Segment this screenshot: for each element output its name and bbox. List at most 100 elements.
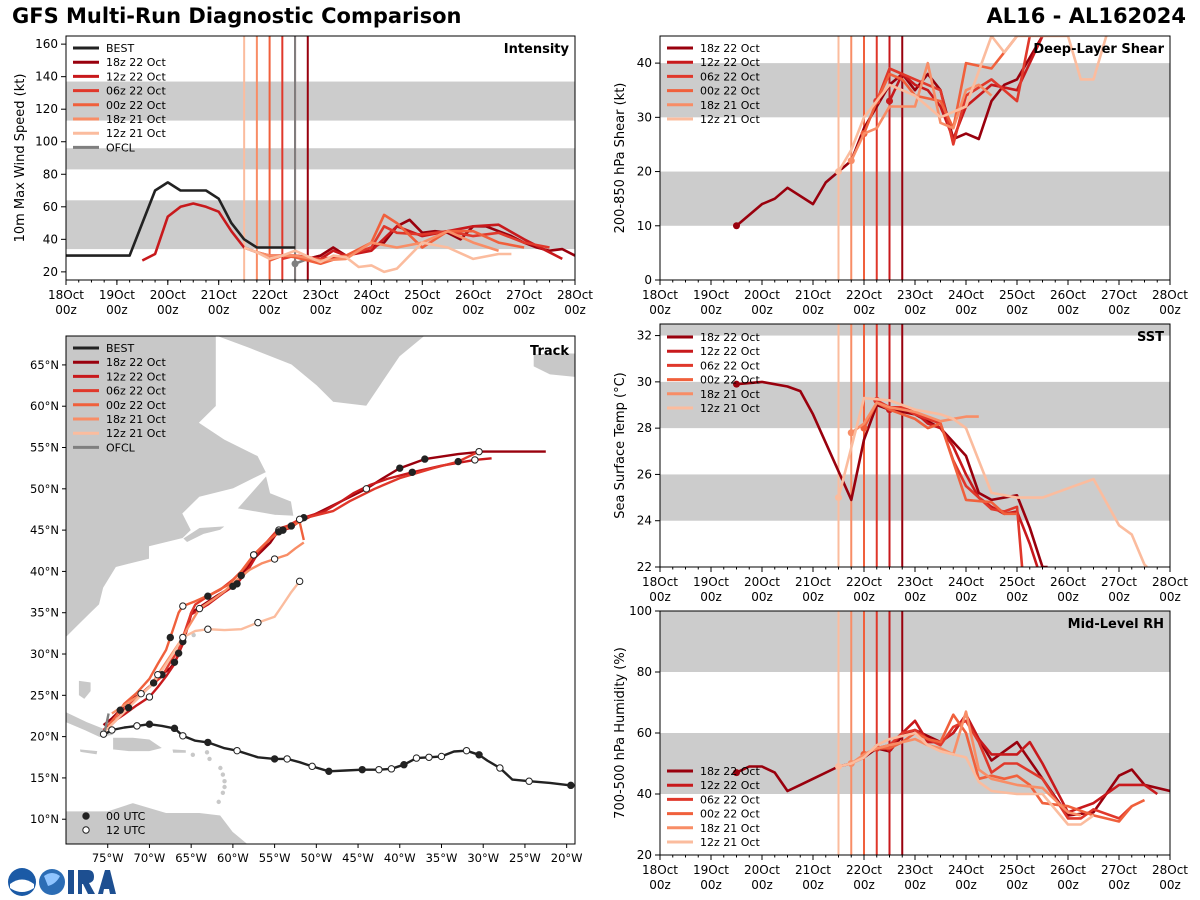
track-utc-legend-label: 00 UTC <box>106 810 146 823</box>
rh-legend-label-12z-22-oct: 12z 22 Oct <box>700 779 760 792</box>
track-ytick-label: 20°N <box>30 730 59 744</box>
track-point-best <box>283 755 291 763</box>
shear-xtick-hour: 00z <box>1108 303 1130 317</box>
track-series-12z-21-oct <box>102 580 301 734</box>
shear-legend-label-18z-21-oct: 18z 21 Oct <box>700 99 760 112</box>
land-nova-scotia <box>182 519 234 543</box>
track-point-12z-22-oct <box>174 649 183 657</box>
intensity-xtick-day: 24Oct <box>353 288 389 302</box>
rh-xtick-day: 27Oct <box>1101 863 1137 877</box>
rh-plot-area <box>660 611 1170 855</box>
sst-ytick-label: 26 <box>637 467 652 481</box>
intensity-xtick-hour: 00z <box>564 303 586 317</box>
intensity-xtick-hour: 00z <box>412 303 434 317</box>
track-xtick-label: 45°W <box>342 851 374 865</box>
track-point-18z-22-oct <box>396 464 404 472</box>
track-legend-label-06z-22-oct: 06z 22 Oct <box>106 385 166 398</box>
sst-legend-label-18z-22-oct: 18z 22 Oct <box>700 331 760 344</box>
shear-xtick-day: 27Oct <box>1101 288 1137 302</box>
rh-xtick-day: 26Oct <box>1050 863 1086 877</box>
track-point-best <box>233 746 241 755</box>
shear-ytick-label: 30 <box>637 110 652 124</box>
land-bahamas <box>78 679 92 700</box>
track-point-18z-22-oct <box>362 485 371 493</box>
rh-xtick-hour: 00z <box>955 878 977 892</box>
noaa-wave-icon <box>10 879 34 892</box>
sst-xtick-day: 27Oct <box>1101 575 1137 589</box>
intensity-legend-label-00z-22-oct: 00z 22 Oct <box>106 99 166 112</box>
track-xtick-label: 75°W <box>92 851 124 865</box>
rh-xtick-hour: 00z <box>649 878 671 892</box>
track-point-ofcl <box>99 730 108 738</box>
sst-xtick-day: 20Oct <box>744 575 780 589</box>
sst-xtick-day: 25Oct <box>999 575 1035 589</box>
track-point-12z-21-oct <box>295 577 304 586</box>
intensity-series-18z-21-oct <box>256 229 499 262</box>
sst-title: SST <box>1137 330 1164 345</box>
rh-legend-label-18z-21-oct: 18z 21 Oct <box>700 822 760 835</box>
land-north-america <box>66 336 267 639</box>
cira-globe-land-icon <box>44 873 60 886</box>
intensity-xtick-day: 18Oct <box>48 288 84 302</box>
sst-xtick-hour: 00z <box>802 590 824 604</box>
intensity-series-best <box>66 181 296 257</box>
land-island-2 <box>222 779 227 784</box>
sst-legend-label-12z-22-oct: 12z 22 Oct <box>700 345 760 358</box>
sst-ylabel: Sea Surface Temp (°C) <box>613 372 628 519</box>
land-island-9 <box>191 632 196 638</box>
track-xtick-label: 65°W <box>175 851 207 865</box>
shear-xtick-hour: 00z <box>649 303 671 317</box>
track-ytick-label: 40°N <box>30 564 59 578</box>
track-ytick-label: 35°N <box>30 606 59 620</box>
track-point-best <box>270 755 279 763</box>
shear-xtick-hour: 00z <box>1159 303 1181 317</box>
track-xtick-label: 55°W <box>259 851 291 865</box>
intensity-series-start-ofcl <box>291 260 299 268</box>
sst-series-12z-21-oct <box>837 396 1148 567</box>
sst-band-2 <box>660 324 1170 336</box>
track-point-best <box>145 720 154 728</box>
page-title: GFS Multi-Run Diagnostic Comparison <box>12 4 462 28</box>
track-xtick-label: 40°W <box>384 851 416 865</box>
track-point-18z-22-oct <box>116 706 124 714</box>
sst-legend-label-06z-22-oct: 06z 22 Oct <box>700 359 760 372</box>
track-xtick-label: 60°W <box>217 851 249 865</box>
sst-plot-area <box>660 324 1170 567</box>
track-point-best <box>425 753 433 761</box>
track-point-best <box>204 738 212 747</box>
track-ytick-label: 60°N <box>30 399 59 413</box>
land-greenland <box>216 336 426 407</box>
land-hispaniola <box>112 737 164 752</box>
track-ytick-label: 30°N <box>30 647 59 661</box>
sst-xtick-day: 26Oct <box>1050 575 1086 589</box>
sst-xtick-hour: 00z <box>751 590 773 604</box>
track-point-00z-22-oct <box>250 551 258 559</box>
rh-xtick-hour: 00z <box>751 878 773 892</box>
intensity-plot-area <box>66 36 575 280</box>
track-point-best <box>525 777 533 785</box>
shear-xtick-day: 20Oct <box>744 288 780 302</box>
intensity-ytick-label: 80 <box>43 167 58 181</box>
shear-xtick-hour: 00z <box>700 303 722 317</box>
sst-xtick-hour: 00z <box>1006 590 1028 604</box>
shear-legend-label-18z-22-oct: 18z 22 Oct <box>700 42 760 55</box>
intensity-xtick-hour: 00z <box>462 303 484 317</box>
track-xtick-label: 35°W <box>426 851 458 865</box>
rh-xtick-day: 24Oct <box>948 863 984 877</box>
intensity-legend-label-06z-22-oct: 06z 22 Oct <box>106 85 166 98</box>
rh-series-06z-22-oct <box>876 719 1133 820</box>
intensity-ytick-label: 60 <box>43 200 58 214</box>
track-ytick-label: 25°N <box>30 688 59 702</box>
shear-ytick-label: 10 <box>637 219 652 233</box>
track-point-12z-21-oct <box>204 625 212 633</box>
shear-band-0 <box>660 171 1170 226</box>
track-point-best <box>400 761 408 769</box>
intensity-series-12z-21-oct <box>243 241 512 274</box>
intensity-ytick-label: 20 <box>43 265 58 279</box>
track-series-best <box>102 723 571 787</box>
track-point-18z-22-oct <box>170 658 179 666</box>
rh-legend-label-00z-22-oct: 00z 22 Oct <box>700 808 760 821</box>
track-point-18z-21-oct <box>154 670 162 679</box>
sst-xtick-hour: 00z <box>649 590 671 604</box>
